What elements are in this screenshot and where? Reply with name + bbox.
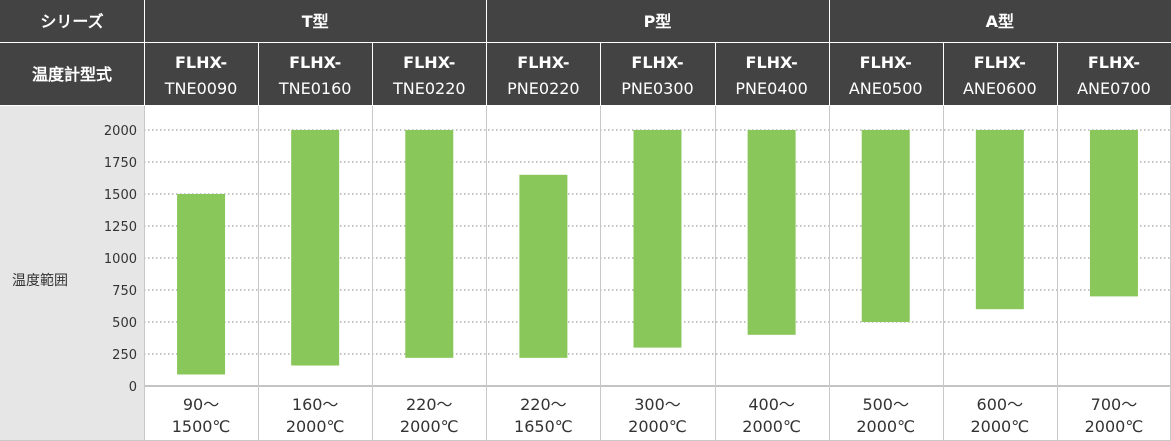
range-text-to-3: 1650℃ [514,417,573,436]
range-text-from-0: 90～ [183,395,219,414]
y-tick-label-1: 250 [112,348,137,363]
model-prefix-8: FLHX- [1088,53,1140,72]
model-prefix-2: FLHX- [403,53,455,72]
model-code-2: TNE0220 [392,79,466,98]
model-code-0: TNE0090 [164,79,238,98]
group-header-0: T型 [302,12,329,31]
range-text-to-8: 2000℃ [1085,417,1144,436]
model-code-4: PNE0300 [621,79,693,98]
range-text-to-4: 2000℃ [628,417,687,436]
model-prefix-1: FLHX- [289,53,341,72]
y-tick-label-6: 1500 [104,188,137,203]
model-prefix-6: FLHX- [860,53,912,72]
range-bar-1 [291,130,340,366]
model-prefix-0: FLHX- [175,53,227,72]
y-tick-label-8: 2000 [104,124,137,139]
model-code-8: ANE0700 [1077,79,1151,98]
range-text-from-3: 220～ [520,395,567,414]
range-text-to-2: 2000℃ [400,417,459,436]
y-tick-label-2: 500 [112,316,137,331]
model-code-6: ANE0500 [849,79,923,98]
model-code-7: ANE0600 [963,79,1037,98]
model-prefix-3: FLHX- [517,53,569,72]
y-tick-label-3: 750 [112,284,137,299]
range-bar-6 [861,130,910,322]
model-label: 温度計型式 [31,65,112,84]
y-tick-label-4: 1000 [104,252,137,267]
range-text-from-8: 700～ [1091,395,1138,414]
range-text-from-2: 220～ [406,395,453,414]
model-code-1: TNE0160 [278,79,352,98]
series-header-bg [0,0,1171,42]
range-bar-4 [633,130,682,348]
model-prefix-7: FLHX- [974,53,1026,72]
model-prefix-4: FLHX- [631,53,683,72]
range-text-to-6: 2000℃ [856,417,915,436]
group-header-1: P型 [644,12,672,31]
range-text-to-1: 2000℃ [286,417,345,436]
range-text-from-1: 160～ [292,395,339,414]
range-text-from-7: 600～ [977,395,1024,414]
range-text-from-6: 500～ [862,395,909,414]
range-bar-5 [747,130,796,335]
range-bar-2 [405,130,454,358]
group-header-2: A型 [986,12,1014,31]
range-text-to-7: 2000℃ [970,417,1029,436]
range-text-to-0: 1500℃ [172,417,231,436]
range-text-from-5: 400～ [748,395,795,414]
range-label: 温度範囲 [12,272,68,289]
model-code-3: PNE0220 [507,79,579,98]
model-header-bg [0,43,1171,105]
y-tick-label-5: 1250 [104,220,137,235]
model-code-5: PNE0400 [735,79,807,98]
range-label-bg [0,106,144,441]
series-label: シリーズ [40,12,103,31]
range-bar-3 [519,174,568,358]
range-bar-7 [975,130,1024,310]
model-prefix-5: FLHX- [746,53,798,72]
range-bar-0 [177,194,226,375]
range-bar-8 [1089,130,1138,297]
y-tick-label-7: 1750 [104,156,137,171]
range-text-to-5: 2000℃ [742,417,801,436]
range-text-from-4: 300～ [634,395,681,414]
y-tick-label-0: 0 [129,380,137,395]
